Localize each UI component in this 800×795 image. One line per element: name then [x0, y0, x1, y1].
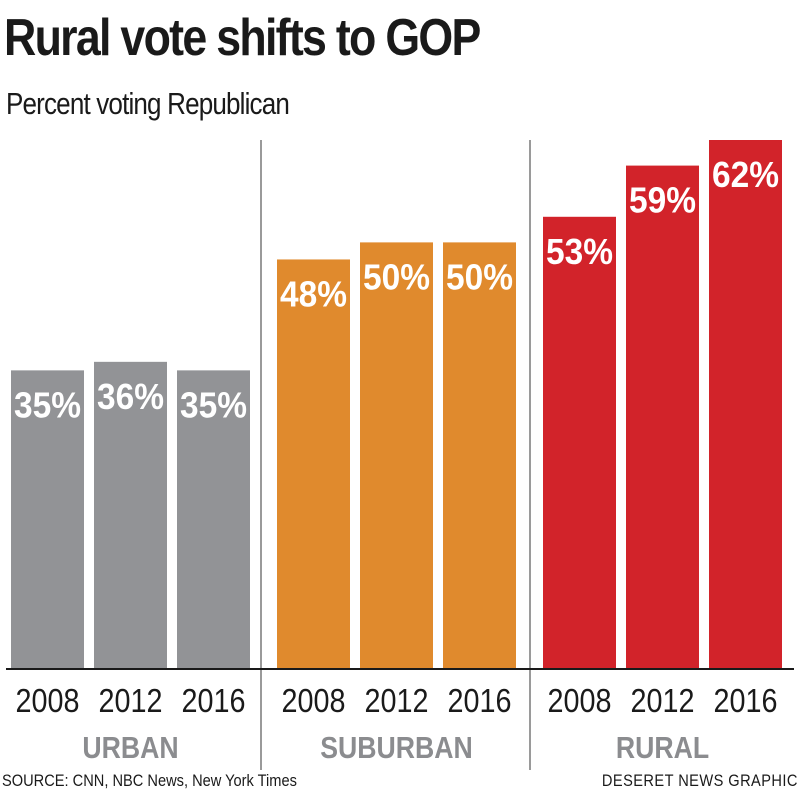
group-label-rural: RURAL — [616, 731, 709, 765]
bar-value-label: 62% — [712, 154, 779, 195]
bar-urban-2008 — [11, 370, 84, 669]
bar-rural-2012 — [626, 165, 699, 669]
bar-urban-2012 — [94, 361, 167, 669]
bar-suburban-2016 — [443, 242, 516, 670]
x-tick-label: 2008 — [548, 682, 612, 719]
x-tick-label: 2012 — [365, 682, 429, 719]
bar-suburban-2012 — [360, 242, 433, 670]
x-tick-label: 2012 — [99, 682, 163, 719]
x-tick-label: 2012 — [631, 682, 695, 719]
x-tick-label: 2008 — [16, 682, 80, 719]
bar-value-label: 50% — [446, 256, 513, 297]
x-tick-label: 2008 — [282, 682, 346, 719]
bar-value-label: 35% — [14, 384, 81, 425]
x-tick-label: 2016 — [182, 682, 246, 719]
x-tick-label: 2016 — [448, 682, 512, 719]
x-tick-label: 2016 — [714, 682, 778, 719]
bar-value-label: 48% — [280, 273, 347, 314]
bar-urban-2016 — [177, 370, 250, 669]
bar-value-label: 50% — [363, 256, 430, 297]
bar-rural-2016 — [709, 140, 782, 669]
bar-rural-2008 — [543, 216, 616, 669]
chart-subtitle: Percent voting Republican — [6, 86, 290, 121]
source-note: SOURCE: CNN, NBC News, New York Times — [2, 771, 297, 790]
group-label-urban: URBAN — [82, 731, 178, 765]
bar-value-label: 36% — [97, 376, 164, 417]
bar-suburban-2008 — [277, 259, 350, 669]
bar-value-label: 35% — [180, 384, 247, 425]
chart-title: Rural vote shifts to GOP — [4, 9, 481, 67]
graphic-credit: DESERET NEWS GRAPHIC — [602, 771, 798, 790]
bar-value-label: 59% — [629, 180, 696, 221]
group-label-suburban: SUBURBAN — [320, 731, 473, 765]
bar-value-label: 53% — [546, 231, 613, 272]
